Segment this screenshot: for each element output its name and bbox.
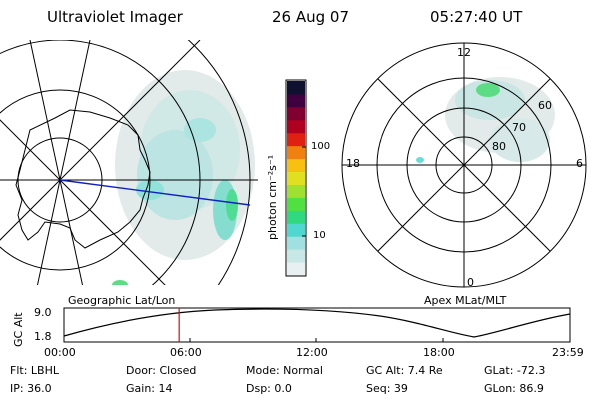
colorbar-tick-label-10: 10 [313, 230, 326, 241]
glat-status: GLat: -72.3 [484, 364, 546, 377]
colorbar-stripe [287, 262, 305, 276]
mode-status: Mode: Normal [246, 364, 323, 377]
apex-panel-label: Apex MLat/MLT [424, 294, 507, 307]
colorbar-stripe [287, 81, 305, 95]
meridian-lines [0, 40, 258, 285]
altitude-xtick-1800: 18:00 [423, 346, 455, 359]
altitude-strip [63, 307, 571, 343]
filter-status: Flt: LBHL [10, 364, 59, 377]
antarctica-coastline [15, 109, 151, 249]
image-time: 05:27:40 UT [430, 8, 523, 26]
colorbar-stripe [287, 249, 305, 263]
aurora-emission-right [416, 77, 555, 163]
mlat-label-80: 80 [492, 140, 506, 153]
glon-status: GLon: 86.9 [484, 382, 544, 395]
altitude-curve [63, 308, 571, 338]
altitude-xtick-0000: 00:00 [44, 346, 76, 359]
colorbar-unit-label: photon cm⁻²s⁻¹ [266, 154, 279, 240]
colorbar-stripe [287, 93, 305, 108]
colorbar-stripe [287, 197, 305, 211]
door-status: Door: Closed [126, 364, 197, 377]
altitude-ytick-1-8: 1.8 [34, 330, 52, 343]
dsp-status: Dsp: 0.0 [246, 382, 292, 395]
colorbar-stripe [287, 210, 305, 224]
mlat-label-60: 60 [538, 99, 552, 112]
mlat-label-70: 70 [512, 121, 526, 134]
gc-alt-status: GC Alt: 7.4 Re [366, 364, 443, 377]
colorbar-stripe [287, 171, 305, 185]
colorbar-stripe [287, 158, 305, 173]
altitude-xtick-0600: 06:00 [170, 346, 202, 359]
colorbar-frame [285, 79, 307, 277]
altitude-xtick-1200: 12:00 [296, 346, 328, 359]
noon-midnight-line [59, 179, 251, 206]
mlt-lines [342, 43, 586, 287]
altitude-xtick-2359: 23:59 [552, 346, 584, 359]
colorbar-tick-label-100: 100 [311, 141, 331, 152]
altitude-ylabel: GC Alt [12, 312, 25, 347]
mlt-label-6: 6 [576, 157, 583, 170]
geographic-panel-label: Geographic Lat/Lon [68, 294, 176, 307]
colorbar-stripe [287, 119, 305, 134]
altitude-ytick-9: 9.0 [34, 306, 52, 319]
magnetic-polar-plot [341, 42, 587, 288]
colorbar-stripes [287, 81, 305, 276]
mlt-label-12: 12 [457, 46, 471, 59]
colorbar-stripe [287, 106, 305, 121]
colorbar-stripe [287, 145, 305, 160]
mlt-label-0: 0 [467, 276, 474, 289]
altitude-x-ticks [63, 338, 571, 342]
geographic-map [0, 40, 258, 285]
seq-status: Seq: 39 [366, 382, 408, 395]
colorbar-stripe [287, 236, 305, 250]
colorbar-stripe [287, 132, 305, 147]
altitude-frame [63, 307, 571, 343]
mlt-label-18: 18 [346, 157, 360, 170]
image-date: 26 Aug 07 [272, 8, 349, 26]
colorbar-stripe [287, 223, 305, 237]
gain-status: Gain: 14 [126, 382, 173, 395]
ip-status: IP: 36.0 [10, 382, 52, 395]
colorbar-stripe [287, 184, 305, 198]
instrument-title: Ultraviolet Imager [47, 8, 183, 26]
colorbar [285, 79, 307, 277]
